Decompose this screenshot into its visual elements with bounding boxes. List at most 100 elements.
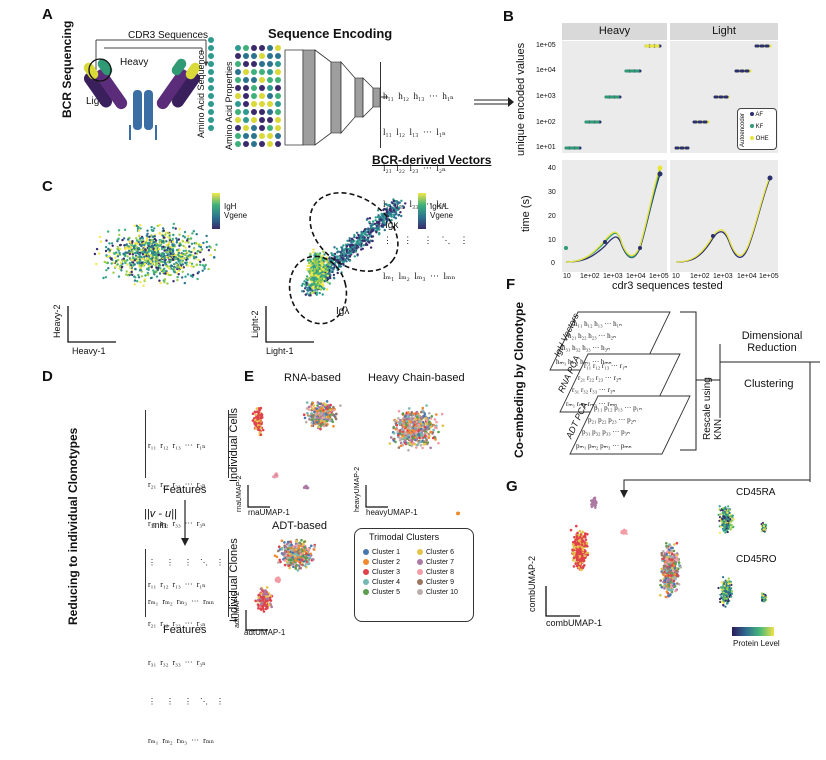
- scatter-point: [301, 558, 304, 562]
- light-axes: [265, 306, 314, 343]
- scatter-point: [260, 422, 263, 426]
- scatter-point: [325, 260, 328, 263]
- scatter-point: [574, 538, 578, 542]
- scatter-point: [259, 69, 265, 75]
- scatter-point: [251, 93, 257, 99]
- scatter-point: [345, 245, 349, 248]
- y-tick-bottom: 30: [548, 189, 556, 196]
- scatter-point: [259, 109, 265, 115]
- scatter-point: [590, 499, 593, 502]
- scatter-point: [303, 283, 307, 286]
- scatter-point: [664, 595, 668, 599]
- scatter-point: [333, 256, 336, 259]
- igh-colorbar: [212, 193, 220, 229]
- scatter-point: [404, 414, 407, 418]
- scatter-point: [137, 229, 141, 232]
- scatter-point: [287, 564, 290, 567]
- scatter-point: [315, 420, 318, 424]
- y-tick-top: 1e+03: [536, 93, 556, 100]
- cdr3-sequences-label: CDR3 Sequences: [128, 30, 209, 41]
- scatter-point: [317, 406, 321, 409]
- scatter-point: [139, 266, 142, 269]
- scatter-point: [118, 267, 121, 270]
- scatter-point: [354, 250, 358, 253]
- scatter-point: [243, 69, 249, 75]
- scatter-point: [119, 261, 123, 265]
- scatter-point: [192, 273, 195, 277]
- scatter-point: [139, 227, 142, 230]
- scatter-point: [175, 237, 178, 240]
- scatter-point: [257, 596, 260, 599]
- scatter-point: [420, 416, 423, 419]
- scatter-point: [332, 408, 335, 412]
- panel-c-letter: C: [42, 178, 53, 195]
- scatter-point: [320, 260, 323, 263]
- scatter-point: [158, 232, 162, 235]
- cell-row: r₁₁ r₁₂ r₁₃ ··· r₁ₙ: [148, 441, 206, 450]
- time-heavy-panel: [562, 160, 667, 272]
- scatter-point: [123, 254, 127, 258]
- scatter-point: [134, 267, 137, 271]
- scatter-point: [138, 254, 141, 257]
- scatter-point: [419, 440, 422, 444]
- scatter-point: [152, 269, 155, 272]
- scatter-point: [140, 244, 143, 248]
- scatter-point: [213, 256, 216, 259]
- scatter-point: [575, 524, 578, 528]
- scatter-point: [590, 505, 594, 508]
- scatter-point: [313, 258, 316, 261]
- scatter-point: [430, 415, 434, 418]
- scatter-point: [162, 245, 165, 248]
- facet-heavy-header: Heavy: [562, 23, 667, 40]
- scatter-point: [422, 440, 426, 444]
- scatter-point: [119, 243, 122, 247]
- scatter-point: [130, 248, 133, 251]
- scatter-point: [143, 262, 147, 266]
- scatter-point: [428, 420, 431, 424]
- scatter-point: [306, 289, 309, 292]
- scatter-point: [286, 556, 290, 560]
- scatter-point: [296, 569, 300, 572]
- scatter-point: [110, 242, 114, 245]
- scatter-point: [157, 253, 161, 257]
- scatter-point: [275, 555, 279, 559]
- scatter-point: [266, 606, 269, 610]
- scatter-point: [107, 267, 110, 270]
- scatter-point: [673, 576, 677, 579]
- scatter-point: [392, 213, 395, 217]
- scatter-point: [286, 547, 290, 550]
- scatter-point: [343, 255, 346, 258]
- scatter-point: [275, 61, 281, 67]
- scatter-point: [722, 515, 725, 518]
- scatter-point: [727, 526, 730, 529]
- scatter-point: [668, 558, 672, 561]
- cell-row: r₂₁ r₂₂ r₂₃ ··· r₂ₙ: [148, 480, 206, 489]
- scatter-point: [308, 415, 311, 418]
- scatter-point: [147, 260, 150, 263]
- scatter-point: [311, 414, 314, 418]
- scatter-point: [141, 253, 145, 256]
- scatter-point: [316, 275, 320, 279]
- scatter-point: [724, 579, 727, 582]
- scatter-point: [176, 257, 180, 261]
- scatter-point: [407, 434, 410, 437]
- x-tick-heavy: 10: [563, 273, 571, 280]
- scatter-point: [99, 240, 103, 243]
- legend-entry-af: AF: [750, 112, 763, 118]
- scatter-point: [303, 556, 307, 559]
- scatter-point: [329, 274, 332, 277]
- scatter-point: [569, 528, 573, 532]
- scatter-point: [393, 202, 396, 205]
- scatter-point: [360, 230, 363, 234]
- scatter-point: [727, 505, 730, 508]
- scatter-point: [302, 548, 306, 552]
- scatter-point: [150, 225, 153, 229]
- scatter-point: [673, 585, 677, 588]
- scatter-point: [129, 245, 133, 249]
- scatter-point: [257, 593, 261, 597]
- scatter-point: [258, 431, 262, 434]
- scatter-point: [260, 414, 264, 418]
- scatter-point: [659, 579, 662, 582]
- scatter-point: [729, 528, 732, 531]
- scatter-point: [145, 239, 149, 242]
